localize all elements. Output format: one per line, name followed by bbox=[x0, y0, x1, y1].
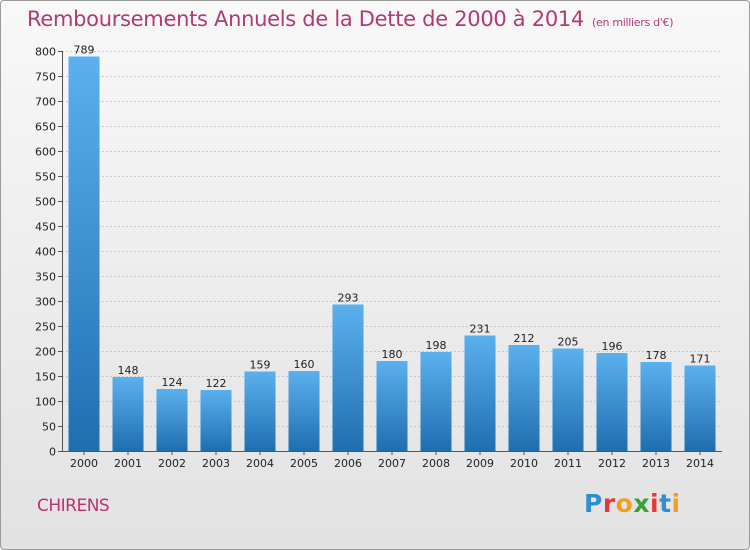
bar-2006 bbox=[332, 304, 364, 451]
bar-2001 bbox=[112, 377, 144, 451]
y-tick-label: 200 bbox=[35, 346, 56, 359]
y-tick-label: 550 bbox=[35, 171, 56, 184]
x-tick-label-2006: 2006 bbox=[334, 457, 362, 470]
data-label-2007: 180 bbox=[382, 348, 403, 361]
y-tick-label: 800 bbox=[35, 46, 56, 59]
data-label-2003: 122 bbox=[206, 377, 227, 390]
bar-2013 bbox=[640, 362, 672, 451]
data-labels: 789 148 124 122 159 160 293 180 198 231 212 205 196 1… bbox=[74, 44, 711, 391]
x-tick-label-2014: 2014 bbox=[686, 457, 714, 470]
x-tick-label-2010: 2010 bbox=[510, 457, 538, 470]
y-tick-label: 350 bbox=[35, 271, 56, 284]
bar-2002 bbox=[156, 389, 188, 451]
bar-2007 bbox=[376, 361, 408, 451]
logo-letter: i bbox=[671, 489, 681, 518]
bar-2014 bbox=[684, 365, 716, 451]
bar-2008 bbox=[420, 352, 452, 451]
data-label-2004: 159 bbox=[250, 359, 271, 372]
data-label-2002: 124 bbox=[162, 376, 183, 389]
y-tick-label: 250 bbox=[35, 321, 56, 334]
chart-subtitle: (en milliers d'€) bbox=[592, 16, 674, 29]
y-tick-label: 750 bbox=[35, 71, 56, 84]
logo-letter: P bbox=[584, 489, 603, 518]
logo-letter: t bbox=[659, 489, 672, 518]
data-label-2001: 148 bbox=[118, 364, 139, 377]
bar-2003 bbox=[200, 390, 232, 451]
data-label-2011: 205 bbox=[558, 336, 579, 349]
y-tick-label: 450 bbox=[35, 221, 56, 234]
axes: 0 50 100 150 200 250 300 350 400 450 500 550 600 650 7… bbox=[35, 46, 722, 470]
data-label-2008: 198 bbox=[426, 339, 447, 352]
y-tick-label: 100 bbox=[35, 396, 56, 409]
bar-2012 bbox=[596, 353, 628, 451]
y-tick-label: 650 bbox=[35, 121, 56, 134]
y-tick-label: 400 bbox=[35, 246, 56, 259]
chart-title: Remboursements Annuels de la Dette de 20… bbox=[27, 7, 673, 31]
data-label-2012: 196 bbox=[602, 340, 623, 353]
bar-2004 bbox=[244, 371, 276, 451]
y-tick-label: 600 bbox=[35, 146, 56, 159]
x-tick-label-2003: 2003 bbox=[202, 457, 230, 470]
x-tick-label-2011: 2011 bbox=[554, 457, 582, 470]
x-tick-label-2012: 2012 bbox=[598, 457, 626, 470]
data-label-2009: 231 bbox=[470, 323, 491, 336]
data-label-2013: 178 bbox=[646, 349, 667, 362]
x-tick-label-2004: 2004 bbox=[246, 457, 274, 470]
x-tick-label-2009: 2009 bbox=[466, 457, 494, 470]
y-tick-label: 300 bbox=[35, 296, 56, 309]
logo-letter: r bbox=[602, 489, 616, 518]
bar-2000 bbox=[68, 56, 100, 451]
data-label-2000: 789 bbox=[74, 44, 95, 57]
bar-2009 bbox=[464, 335, 496, 451]
y-tick-label: 50 bbox=[42, 421, 56, 434]
y-tick-label: 500 bbox=[35, 196, 56, 209]
bar-2010 bbox=[508, 345, 540, 451]
bar-2005 bbox=[288, 371, 320, 451]
logo-letter: x bbox=[633, 489, 650, 518]
data-label-2006: 293 bbox=[338, 292, 359, 305]
y-tick-label: 0 bbox=[49, 446, 56, 459]
logo-letter: i bbox=[650, 489, 660, 518]
chart-title-text: Remboursements Annuels de la Dette de 20… bbox=[27, 7, 584, 31]
x-tick-label-2008: 2008 bbox=[422, 457, 450, 470]
commune-name: CHIRENS bbox=[37, 496, 110, 516]
x-tick-label-2007: 2007 bbox=[378, 457, 406, 470]
y-tick-label: 150 bbox=[35, 371, 56, 384]
data-label-2010: 212 bbox=[514, 332, 535, 345]
y-tick-label: 700 bbox=[35, 96, 56, 109]
data-label-2005: 160 bbox=[294, 358, 315, 371]
proxiti-logo: Proxiti bbox=[584, 489, 681, 518]
bar-2011 bbox=[552, 348, 584, 451]
logo-letter: o bbox=[615, 489, 634, 518]
x-tick-label-2005: 2005 bbox=[290, 457, 318, 470]
x-tick-label-2013: 2013 bbox=[642, 457, 670, 470]
x-tick-label-2001: 2001 bbox=[114, 457, 142, 470]
bars bbox=[68, 56, 716, 451]
x-tick-label-2000: 2000 bbox=[70, 457, 98, 470]
x-tick-label-2002: 2002 bbox=[158, 457, 186, 470]
data-label-2014: 171 bbox=[690, 353, 711, 366]
